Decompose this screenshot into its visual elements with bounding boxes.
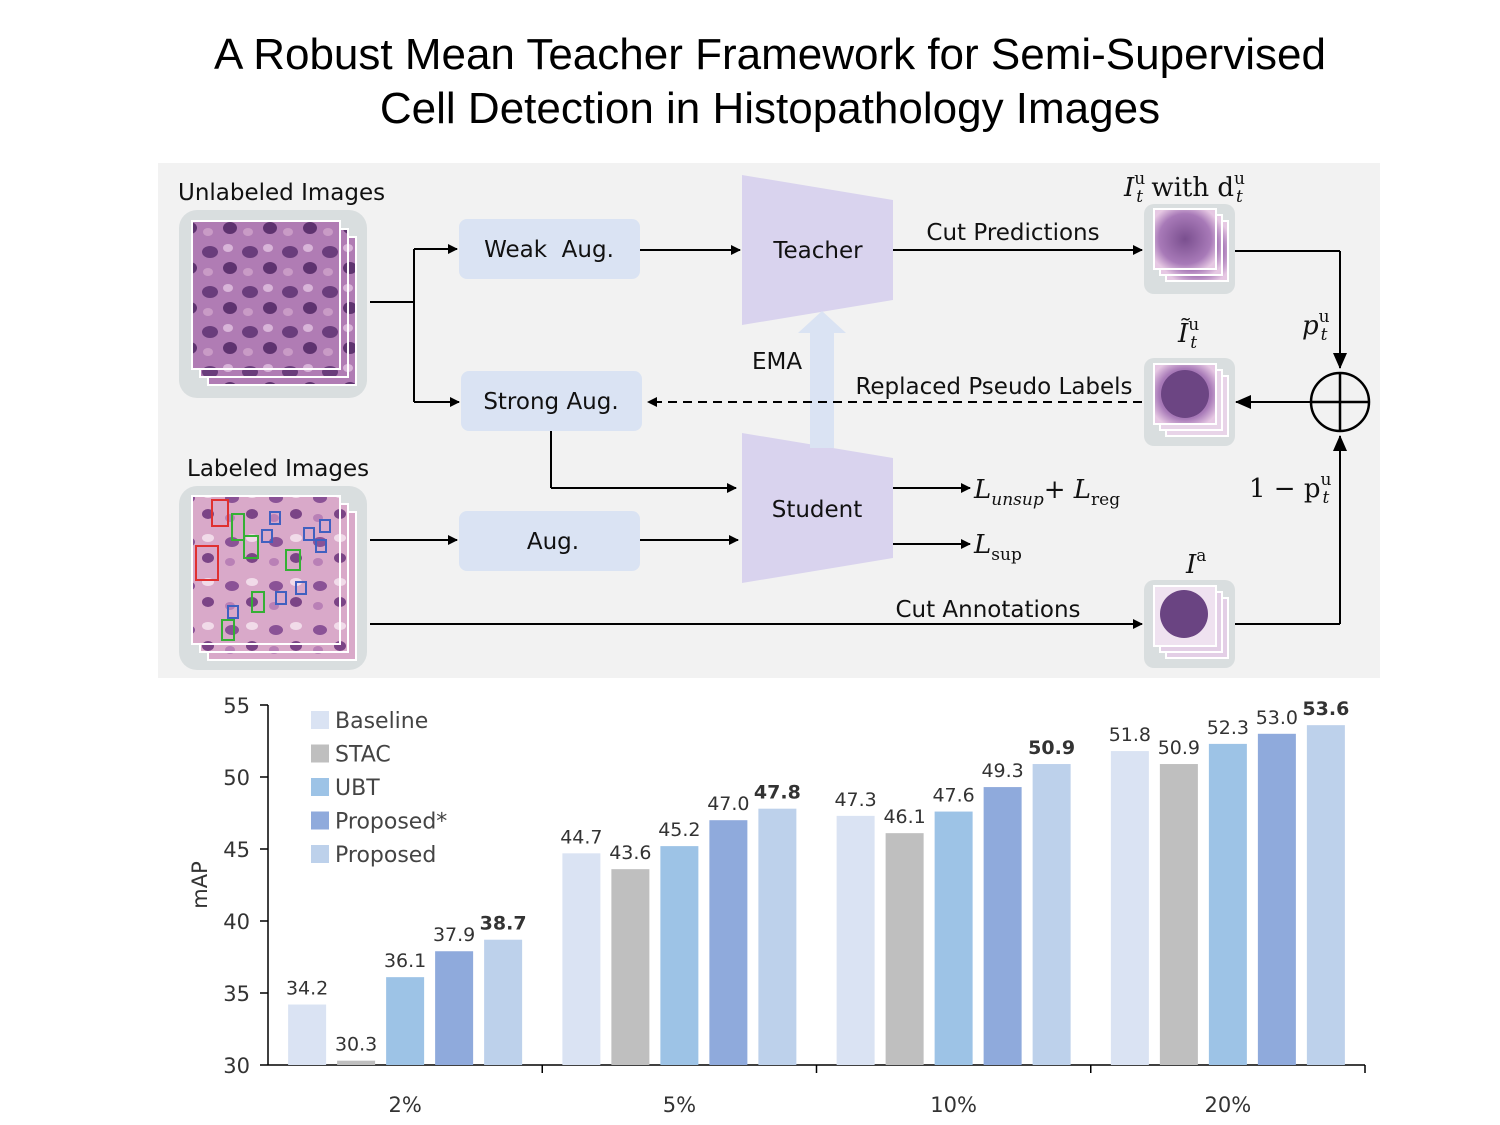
bar-baseline-2: [836, 815, 875, 1065]
annotated-patch-label: Ia: [1185, 546, 1206, 580]
aug-box: [459, 511, 640, 571]
probability-label: pu t: [1302, 307, 1330, 345]
ema-arrow: [798, 311, 846, 448]
combine-operator: [1309, 371, 1371, 433]
unlabeled-image-stack: [179, 210, 367, 398]
data-label: 47.3: [834, 789, 876, 811]
title-line-1: A Robust Mean Teacher Framework for Semi…: [214, 30, 1326, 79]
bar-baseline-0: [288, 1004, 327, 1065]
x-tick-label: 20%: [1205, 1093, 1252, 1117]
data-label: 37.9: [433, 924, 475, 946]
cut-predictions-label: Cut Predictions: [926, 220, 1099, 246]
weak-aug-box: [459, 219, 640, 279]
bar-stac-2: [885, 833, 924, 1065]
bar-stac-1: [611, 869, 650, 1065]
bar-baseline-3: [1110, 751, 1149, 1065]
y-tick-label: 50: [223, 766, 250, 790]
cut-annotations-label: Cut Annotations: [895, 597, 1080, 623]
bar-proposed-3: [1306, 725, 1345, 1065]
bar-proposed--1: [709, 820, 748, 1065]
y-tick-label: 40: [223, 910, 250, 934]
data-label: 47.0: [707, 793, 749, 815]
data-label: 52.3: [1207, 717, 1249, 739]
data-label: 53.6: [1302, 698, 1349, 720]
data-label: 47.8: [754, 782, 801, 804]
student-label: Student: [772, 497, 863, 523]
aug-label: Aug.: [527, 529, 579, 555]
x-tick-label: 5%: [663, 1093, 696, 1117]
x-tick-label: 2%: [388, 1093, 421, 1117]
weak-aug-label: Weak Aug.: [484, 237, 614, 263]
bar-stac-0: [337, 1060, 376, 1065]
legend-label: UBT: [335, 776, 380, 801]
predicted-patch-label: Iu t with du t: [1123, 169, 1245, 207]
ema-label: EMA: [752, 349, 802, 375]
data-label: 38.7: [480, 913, 527, 935]
unlabeled-images-label: Unlabeled Images: [178, 180, 385, 206]
labeled-image-stack: [179, 486, 367, 670]
data-label: 34.2: [286, 978, 328, 1000]
data-label: 47.6: [932, 785, 974, 807]
bar-ubt-1: [660, 846, 699, 1065]
legend-swatch: [311, 711, 329, 729]
connectors: [370, 244, 1347, 629]
strong-aug-label: Strong Aug.: [483, 389, 618, 415]
predicted-cell-patch: [1144, 204, 1235, 294]
data-label: 49.3: [981, 760, 1023, 782]
bar-ubt-0: [386, 977, 425, 1065]
annotated-cell-patch: [1144, 580, 1235, 668]
replaced-cell-patch: [1144, 358, 1235, 446]
legend-label: Proposed: [335, 843, 436, 868]
y-tick-label: 45: [223, 838, 250, 862]
legend-label: Proposed*: [335, 810, 447, 835]
bar-baseline-1: [562, 853, 601, 1065]
loss-unsup-reg: Lunsup+ Lreg: [973, 475, 1120, 510]
framework-diagram: Unlabeled Images Labeled Images Weak Aug…: [158, 163, 1380, 678]
legend-label: STAC: [335, 743, 391, 768]
bar-proposed-2: [1032, 764, 1071, 1065]
y-axis-title: mAP: [188, 861, 212, 909]
labeled-images-label: Labeled Images: [187, 456, 369, 482]
data-label: 50.9: [1028, 737, 1075, 759]
page-title: A Robust Mean Teacher Framework for Semi…: [0, 28, 1500, 136]
bar-proposed-1: [758, 808, 797, 1065]
legend-swatch: [311, 778, 329, 796]
data-label: 45.2: [658, 819, 700, 841]
legend-swatch: [311, 811, 329, 830]
bar-proposed--0: [435, 951, 474, 1065]
one-minus-probability-label: 1 − pu t: [1249, 470, 1332, 508]
y-tick-label: 30: [223, 1054, 250, 1078]
loss-sup: Lsup: [973, 530, 1022, 565]
bar-proposed--3: [1257, 733, 1296, 1065]
data-label: 30.3: [335, 1034, 377, 1056]
data-label: 36.1: [384, 950, 426, 972]
data-label: 46.1: [883, 806, 925, 828]
legend-swatch: [311, 744, 329, 763]
data-label: 50.9: [1158, 737, 1200, 759]
title-line-2: Cell Detection in Histopathology Images: [379, 84, 1161, 133]
y-tick-label: 35: [223, 982, 250, 1006]
teacher-network: [742, 175, 893, 325]
replaced-patch-label: Ĩu t: [1177, 315, 1199, 353]
legend-swatch: [311, 845, 329, 863]
student-network: [742, 433, 893, 583]
strong-aug-box: [461, 371, 642, 431]
bar-stac-3: [1159, 764, 1198, 1065]
teacher-label: Teacher: [772, 238, 863, 264]
replaced-pseudo-labels-label: Replaced Pseudo Labels: [855, 374, 1132, 400]
bar-proposed--2: [983, 787, 1022, 1065]
data-label: 51.8: [1109, 724, 1151, 746]
data-label: 43.6: [609, 842, 651, 864]
bar-ubt-3: [1208, 743, 1247, 1065]
x-tick-label: 10%: [930, 1093, 977, 1117]
bar-ubt-2: [934, 811, 973, 1065]
bar-proposed-0: [484, 939, 523, 1065]
y-tick-label: 55: [223, 694, 250, 718]
legend-label: Baseline: [335, 709, 428, 734]
data-label: 53.0: [1256, 707, 1298, 729]
data-label: 44.7: [560, 826, 602, 848]
